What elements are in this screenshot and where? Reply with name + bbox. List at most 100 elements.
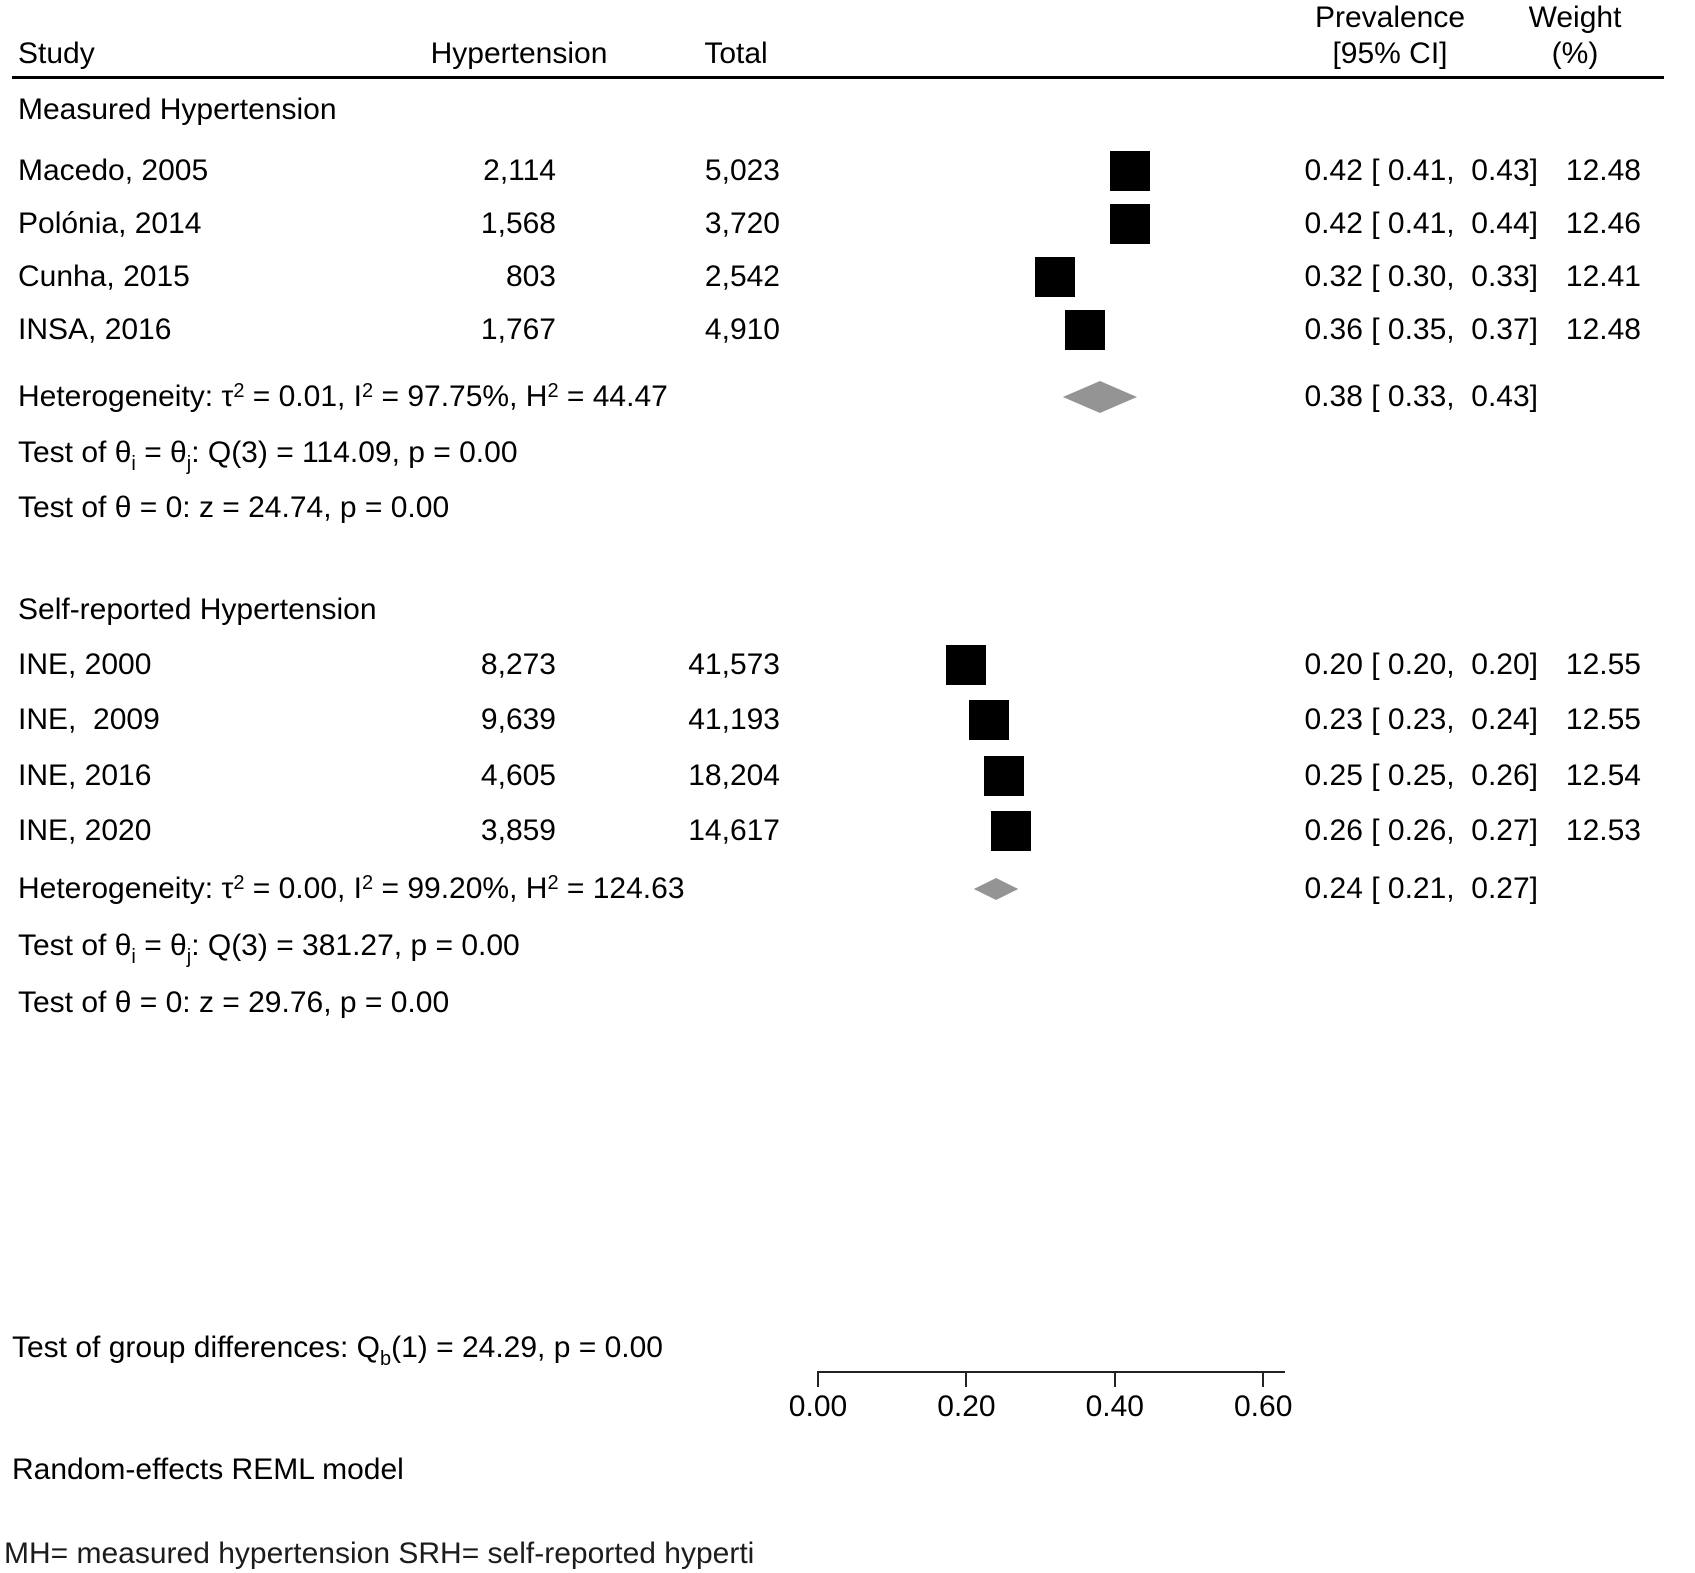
weight-value: 12.48 bbox=[1565, 313, 1641, 346]
weight-value: 12.55 bbox=[1565, 648, 1641, 681]
hypertension-count: 4,605 bbox=[480, 759, 556, 792]
x-axis-tick-label: 0.60 bbox=[1233, 1390, 1293, 1423]
text-segment: = 97.75%, H bbox=[373, 380, 548, 413]
plot-row: INE, 2000 8,273 41,573 0.20 [ 0.20, 0.20] 12… bbox=[0, 639, 1695, 691]
sup-segment: 2 bbox=[233, 380, 245, 402]
estimate-ci: 0.20 [ 0.20, 0.20] bbox=[1304, 648, 1538, 681]
sub-segment: j bbox=[186, 453, 192, 475]
group-label: Measured Hypertension bbox=[18, 93, 337, 126]
text-segment: = 0.01, I bbox=[244, 380, 363, 413]
plot-row: Self-reported Hypertension bbox=[0, 584, 1695, 636]
total-count: 18,204 bbox=[688, 759, 780, 792]
x-axis-tick-label: 0.00 bbox=[788, 1390, 848, 1423]
sup-segment: 2 bbox=[362, 380, 374, 402]
study-name: INSA, 2016 bbox=[18, 313, 172, 346]
x-axis-tick bbox=[1262, 1371, 1265, 1387]
sub-segment: i bbox=[131, 453, 136, 475]
plot-row: Test of θi = θj: Q(3) = 381.27, p = 0.00 bbox=[0, 920, 1695, 972]
study-name: Polónia, 2014 bbox=[18, 207, 202, 240]
estimate-square bbox=[946, 645, 987, 685]
plot-row: INE, 2020 3,859 14,617 0.26 [ 0.26, 0.27] 12… bbox=[0, 805, 1695, 857]
text-segment: Heterogeneity: τ bbox=[18, 380, 234, 413]
sub-segment: j bbox=[186, 946, 192, 968]
weight-value: 12.54 bbox=[1565, 759, 1641, 792]
total-count: 5,023 bbox=[704, 154, 780, 187]
x-axis-line bbox=[818, 1371, 1286, 1373]
estimate-ci: 0.32 [ 0.30, 0.33] bbox=[1304, 260, 1538, 293]
total-count: 3,720 bbox=[704, 207, 780, 240]
plot-row: Macedo, 2005 2,114 5,023 0.42 [ 0.41, 0.43]… bbox=[0, 145, 1695, 197]
hypertension-count: 9,639 bbox=[480, 703, 556, 736]
text-segment: = 99.20%, H bbox=[373, 872, 548, 905]
plot-row: Test of θ = 0: z = 24.74, p = 0.00 bbox=[0, 482, 1695, 534]
text-segment: = θ bbox=[135, 929, 187, 962]
total-count: 41,193 bbox=[688, 703, 780, 736]
plot-row: Heterogeneity: τ2 = 0.00, I2 = 99.20%, H… bbox=[0, 863, 1695, 915]
study-name: INE, 2009 bbox=[18, 703, 160, 736]
estimate-ci: 0.42 [ 0.41, 0.43] bbox=[1304, 154, 1538, 187]
test-zero-text: Test of θ = 0: z = 29.76, p = 0.00 bbox=[18, 986, 450, 1019]
estimate-ci: 0.25 [ 0.25, 0.26] bbox=[1304, 759, 1538, 792]
sup-segment: 2 bbox=[547, 380, 559, 402]
text-segment: = 124.63 bbox=[558, 872, 685, 905]
text-segment: Heterogeneity: τ bbox=[18, 872, 234, 905]
sup-segment: 2 bbox=[233, 872, 245, 894]
x-axis-tick-label: 0.20 bbox=[937, 1390, 996, 1423]
study-name: Cunha, 2015 bbox=[18, 260, 190, 293]
weight-value: 12.53 bbox=[1565, 814, 1641, 847]
study-name: INE, 2020 bbox=[18, 814, 152, 847]
test-between-text: Test of θi = θj: Q(3) = 114.09, p = 0.00 bbox=[18, 427, 518, 479]
estimate-square bbox=[1065, 310, 1106, 350]
overall-ci: 0.24 [ 0.21, 0.27] bbox=[1304, 872, 1538, 905]
group-difference-text: Test of group differences: Qb(1) = 24.29… bbox=[12, 1322, 663, 1374]
col-header-total: Total bbox=[704, 37, 768, 70]
col-header-weight-pct: (%) bbox=[1551, 37, 1599, 70]
estimate-square bbox=[1035, 257, 1076, 297]
weight-value: 12.46 bbox=[1565, 207, 1641, 240]
plot-row: INE, 2016 4,605 18,204 0.25 [ 0.25, 0.26] 12… bbox=[0, 750, 1695, 802]
text-segment: : Q(3) = 114.09, p = 0.00 bbox=[191, 436, 518, 469]
weight-value: 12.41 bbox=[1565, 260, 1641, 293]
col-header-weight: Weight bbox=[1528, 1, 1622, 34]
hypertension-count: 8,273 bbox=[480, 648, 556, 681]
hypertension-count: 803 bbox=[505, 260, 556, 293]
plot-row: Cunha, 2015 803 2,542 0.32 [ 0.30, 0.33] 12.… bbox=[0, 251, 1695, 303]
col-header-prevalence: Prevalence bbox=[1314, 1, 1466, 34]
sub-segment: b bbox=[379, 1348, 392, 1370]
total-count: 2,542 bbox=[704, 260, 780, 293]
sup-segment: 2 bbox=[547, 872, 559, 894]
hypertension-count: 2,114 bbox=[483, 154, 556, 187]
text-segment: Test of group differences: Q bbox=[12, 1331, 380, 1364]
text-segment: Test of θ bbox=[18, 929, 132, 962]
estimate-square bbox=[1109, 151, 1150, 191]
col-header-hypertension: Hypertension bbox=[430, 37, 608, 70]
overall-ci: 0.38 [ 0.33, 0.43] bbox=[1304, 380, 1538, 413]
abbreviation-note: MH= measured hypertension SRH= self-repo… bbox=[4, 1537, 755, 1570]
weight-value: 12.55 bbox=[1565, 703, 1641, 736]
weight-value: 12.48 bbox=[1565, 154, 1641, 187]
header-rule bbox=[12, 76, 1664, 79]
plot-row: Test of θ = 0: z = 29.76, p = 0.00 bbox=[0, 977, 1695, 1029]
plot-row: INSA, 2016 1,767 4,910 0.36 [ 0.35, 0.37] 12… bbox=[0, 304, 1695, 356]
test-zero-text: Test of θ = 0: z = 24.74, p = 0.00 bbox=[18, 491, 450, 524]
plot-row: Test of θi = θj: Q(3) = 114.09, p = 0.00 bbox=[0, 427, 1695, 479]
text-segment: Test of θ bbox=[18, 436, 132, 469]
overall-diamond bbox=[973, 878, 1019, 900]
estimate-ci: 0.42 [ 0.41, 0.44] bbox=[1304, 207, 1538, 240]
estimate-square bbox=[968, 700, 1009, 740]
estimate-ci: 0.23 [ 0.23, 0.24] bbox=[1304, 703, 1538, 736]
study-name: INE, 2016 bbox=[18, 759, 152, 792]
col-header-study: Study bbox=[18, 37, 95, 70]
estimate-square bbox=[990, 811, 1031, 851]
sup-segment: 2 bbox=[362, 872, 374, 894]
estimate-ci: 0.26 [ 0.26, 0.27] bbox=[1304, 814, 1538, 847]
sub-segment: i bbox=[131, 946, 136, 968]
plot-row: Measured Hypertension bbox=[0, 84, 1695, 136]
total-count: 14,617 bbox=[688, 814, 780, 847]
group-label: Self-reported Hypertension bbox=[18, 593, 377, 626]
plot-row: INE, 2009 9,639 41,193 0.23 [ 0.23, 0.24] 12… bbox=[0, 694, 1695, 746]
x-axis-tick-label: 0.40 bbox=[1085, 1390, 1144, 1423]
hypertension-count: 1,568 bbox=[480, 207, 556, 240]
estimate-ci: 0.36 [ 0.35, 0.37] bbox=[1304, 313, 1538, 346]
